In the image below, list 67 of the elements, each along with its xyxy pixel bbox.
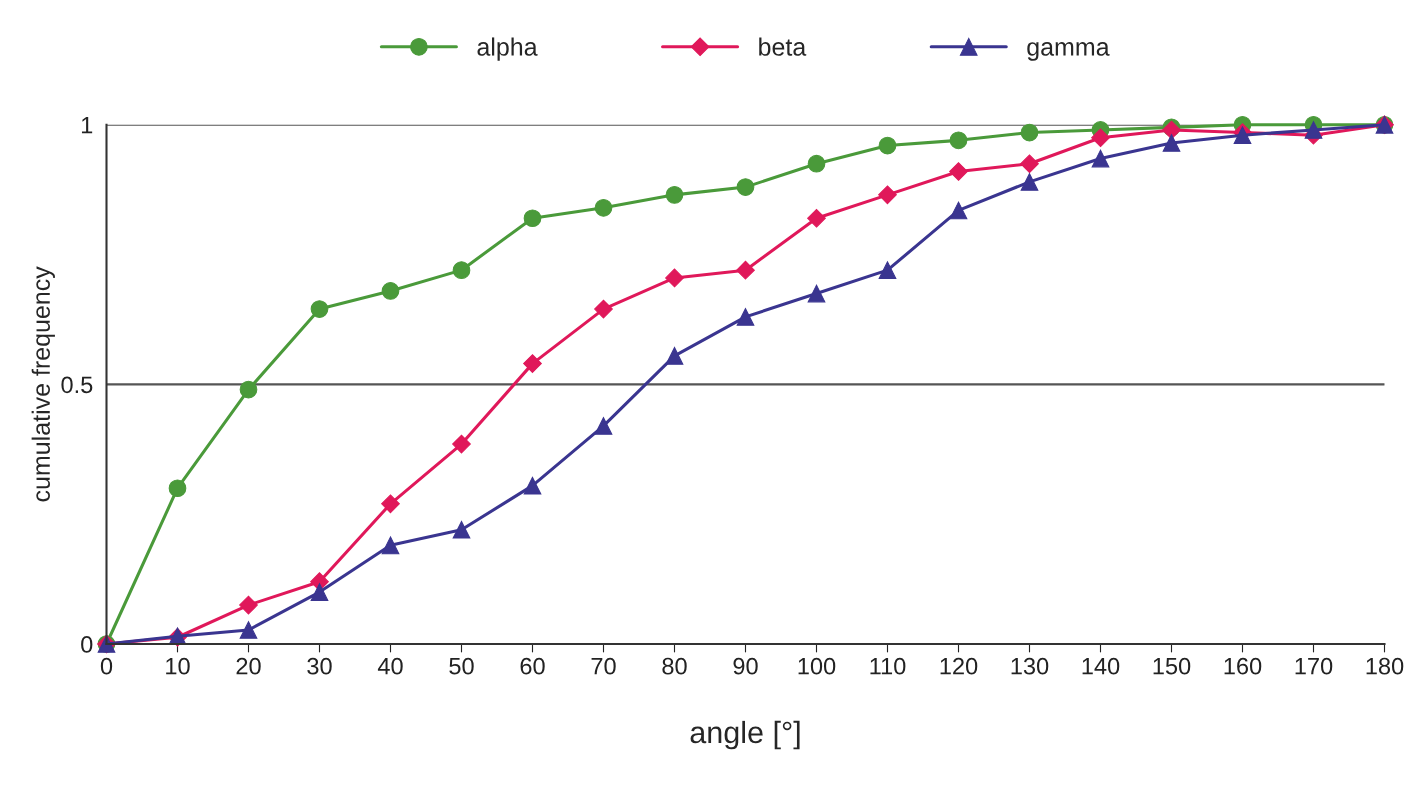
- point: [1091, 128, 1110, 148]
- point: [310, 583, 329, 601]
- x-tick-label: 160: [1224, 657, 1262, 675]
- x-tick-label: 150: [1153, 657, 1191, 675]
- point: [949, 131, 968, 150]
- point: [239, 595, 258, 615]
- legend-label: beta: [759, 37, 807, 56]
- point: [381, 282, 400, 300]
- x-tick-label: 120: [940, 657, 978, 675]
- point: [594, 299, 613, 319]
- legend-label: alpha: [477, 37, 538, 61]
- point: [1020, 154, 1039, 174]
- point: [878, 136, 897, 155]
- x-tick-label: 100: [798, 657, 836, 675]
- x-tick-label: 60: [520, 657, 545, 675]
- x-tick-label: 80: [662, 657, 687, 675]
- point: [1304, 121, 1323, 139]
- point: [239, 621, 258, 639]
- point: [1020, 123, 1039, 142]
- point: [736, 178, 755, 196]
- point: [665, 268, 684, 288]
- point: [594, 417, 613, 435]
- x-tick-label: 50: [449, 657, 474, 675]
- x-tick-label: 140: [1082, 657, 1120, 675]
- point: [878, 185, 897, 205]
- legend-label: gamma: [1027, 42, 1110, 61]
- point: [452, 261, 471, 280]
- point: [168, 479, 187, 498]
- point: [665, 346, 684, 365]
- point: [523, 476, 542, 495]
- x-tick-label: 130: [1011, 657, 1049, 675]
- y-axis-title: cumulative frequency: [31, 266, 55, 502]
- point: [949, 201, 968, 220]
- x-axis-title: angle [°]: [690, 720, 800, 750]
- point: [381, 494, 400, 514]
- y-tick-label: 0: [81, 636, 93, 653]
- point: [523, 209, 542, 228]
- point: [310, 300, 329, 318]
- point: [736, 260, 755, 280]
- point: [878, 261, 897, 280]
- point: [523, 354, 542, 373]
- point: [1020, 173, 1039, 191]
- x-tick-label: 20: [236, 657, 261, 675]
- point: [665, 186, 684, 204]
- point: [736, 308, 755, 326]
- point: [239, 380, 258, 399]
- x-tick-label: 70: [591, 657, 616, 675]
- point: [381, 536, 400, 555]
- point: [594, 199, 613, 217]
- point: [452, 520, 471, 539]
- x-tick-label: 170: [1295, 657, 1333, 675]
- y-tick-label: 1: [81, 117, 93, 134]
- point: [452, 434, 471, 454]
- x-tick-label: 40: [377, 657, 403, 675]
- point: [807, 284, 826, 303]
- x-tick-label: 10: [166, 657, 190, 675]
- x-tick-label: 180: [1366, 657, 1404, 675]
- point: [807, 154, 826, 173]
- x-tick-label: 90: [733, 657, 758, 675]
- x-tick-label: 0: [100, 657, 113, 675]
- y-tick-label: 0.5: [61, 376, 93, 394]
- point: [1091, 149, 1110, 168]
- point: [949, 162, 968, 181]
- point: [807, 208, 826, 228]
- point: [1162, 134, 1181, 152]
- x-tick-label: 110: [870, 657, 906, 675]
- x-tick-label: 30: [307, 657, 332, 675]
